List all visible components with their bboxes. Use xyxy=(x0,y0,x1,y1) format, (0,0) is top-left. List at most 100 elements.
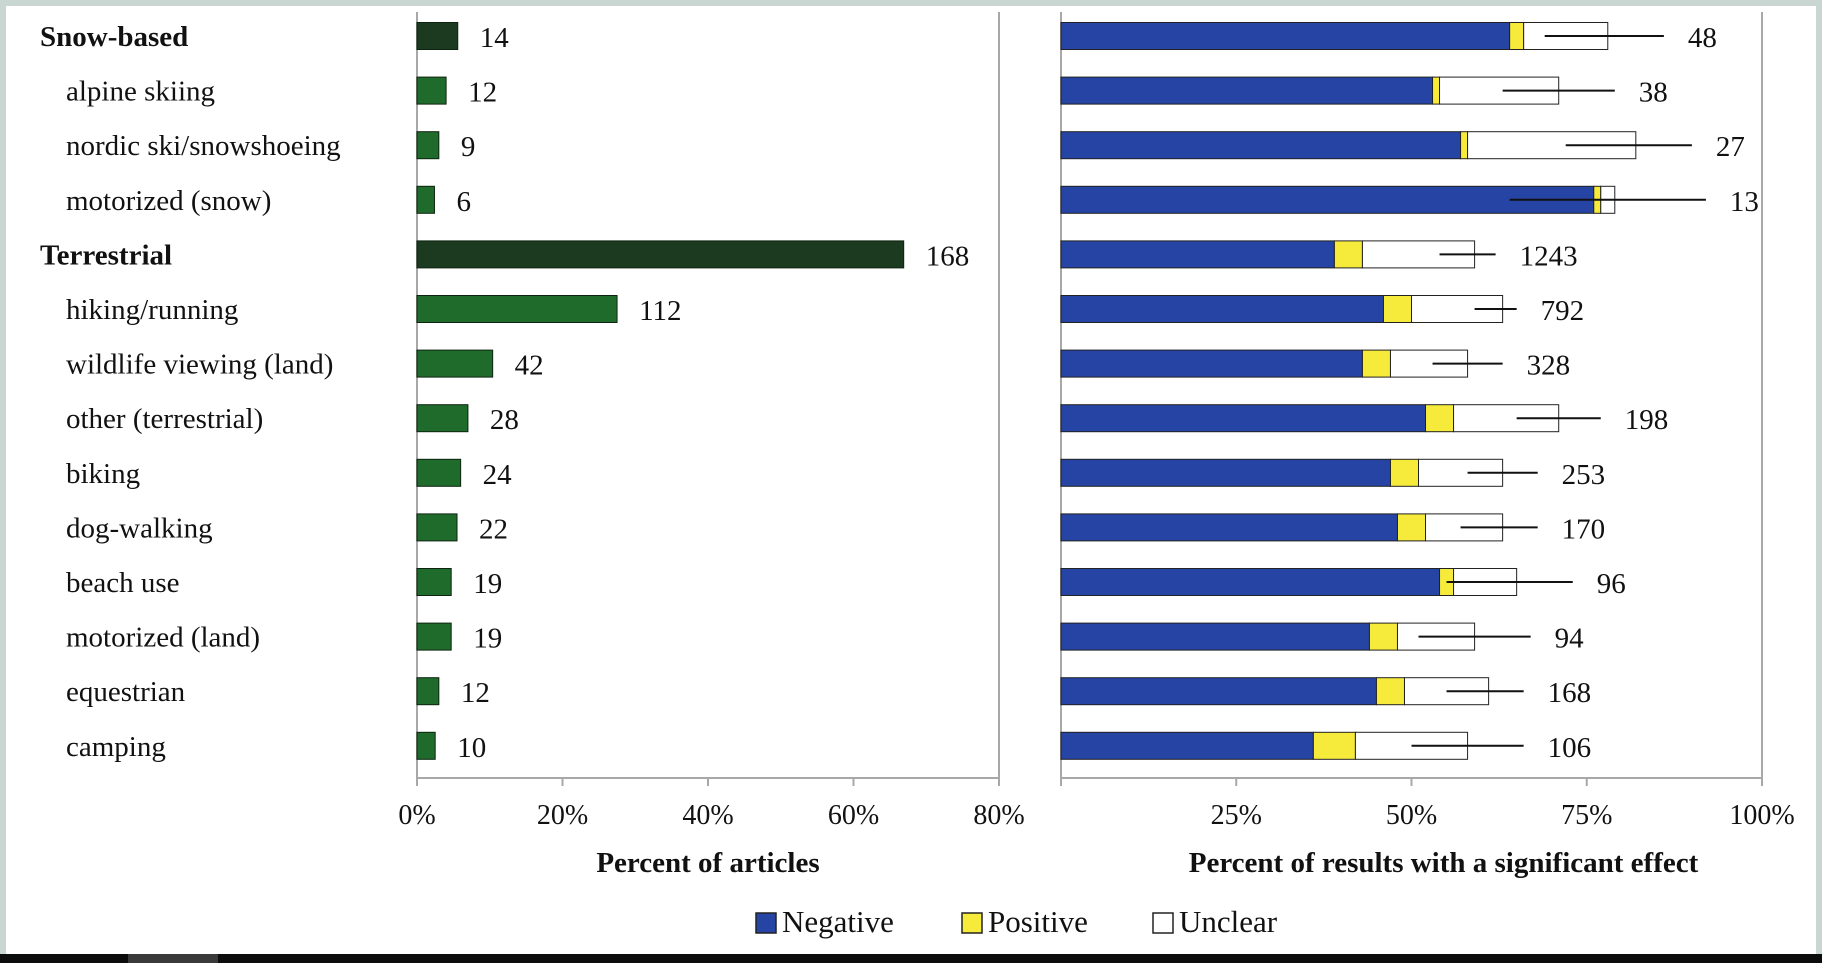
right-tick-label: 75% xyxy=(1561,800,1612,831)
result-bar-positive xyxy=(1333,240,1363,269)
result-bar-positive xyxy=(1396,513,1427,542)
article-bar xyxy=(416,185,435,214)
category-label: nordic ski/snowshoeing xyxy=(66,130,341,162)
article-bar xyxy=(416,295,618,323)
article-bar xyxy=(416,131,440,160)
result-bar-positive xyxy=(1361,349,1391,378)
article-bar xyxy=(416,458,462,487)
category-label: biking xyxy=(66,458,140,490)
result-bar-negative xyxy=(1060,404,1427,433)
result-count-label: 1243 xyxy=(1520,240,1578,272)
category-group-label: Snow-based xyxy=(40,21,188,53)
category-label: camping xyxy=(66,731,166,763)
left-x-axis-title: Percent of articles xyxy=(596,847,819,879)
category-label: motorized (land) xyxy=(66,622,260,654)
article-count-label: 22 xyxy=(479,513,508,545)
article-count-label: 42 xyxy=(515,350,544,382)
result-bar-negative xyxy=(1060,131,1462,160)
legend-label-positive: Positive xyxy=(988,904,1088,939)
result-bar-negative xyxy=(1060,240,1335,269)
article-bar xyxy=(416,513,458,542)
result-bar-negative xyxy=(1060,513,1398,542)
category-label: hiking/running xyxy=(66,294,238,326)
result-bar-positive xyxy=(1509,22,1525,50)
article-bar xyxy=(416,622,452,651)
result-bar-negative xyxy=(1060,185,1595,214)
left-tick-label: 60% xyxy=(828,800,879,831)
result-bar-negative xyxy=(1060,622,1370,651)
article-count-label: 19 xyxy=(473,568,502,600)
legend-swatch-positive xyxy=(961,912,983,934)
right-tick-label: 50% xyxy=(1386,800,1437,831)
result-bar-positive xyxy=(1460,131,1469,160)
result-bar-negative xyxy=(1060,76,1434,105)
category-label: equestrian xyxy=(66,676,186,708)
article-count-label: 9 xyxy=(461,131,476,163)
result-bar-negative xyxy=(1060,568,1441,596)
result-bar-positive xyxy=(1425,404,1455,433)
category-label: alpine skiing xyxy=(66,76,215,108)
result-bar-negative xyxy=(1060,295,1384,323)
article-bar xyxy=(416,240,905,269)
article-count-label: 6 xyxy=(456,186,471,218)
legend-swatch-unclear xyxy=(1152,912,1174,934)
result-bar-negative xyxy=(1060,677,1377,706)
result-bar-negative xyxy=(1060,731,1314,760)
result-count-label: 38 xyxy=(1639,77,1668,109)
result-count-label: 168 xyxy=(1548,677,1592,709)
result-count-label: 96 xyxy=(1597,568,1626,600)
right-x-axis-title: Percent of results with a significant ef… xyxy=(1189,847,1699,879)
left-tick-label: 80% xyxy=(973,800,1024,831)
article-bar xyxy=(416,22,459,50)
article-count-label: 10 xyxy=(457,732,486,764)
category-label: wildlife viewing (land) xyxy=(66,349,333,381)
right-tick-label: 25% xyxy=(1211,800,1262,831)
article-count-label: 14 xyxy=(480,22,510,54)
result-bar-negative xyxy=(1060,22,1511,50)
article-count-label: 24 xyxy=(483,459,513,491)
article-bar xyxy=(416,677,440,706)
result-bar-positive xyxy=(1312,731,1356,760)
article-count-label: 168 xyxy=(926,240,970,272)
result-bar-negative xyxy=(1060,349,1363,378)
result-count-label: 13 xyxy=(1730,186,1759,218)
article-bar xyxy=(416,404,469,433)
result-count-label: 27 xyxy=(1716,131,1745,163)
result-count-label: 198 xyxy=(1625,404,1669,436)
article-count-label: 28 xyxy=(490,404,519,436)
result-bar-positive xyxy=(1375,677,1405,706)
left-tick-label: 40% xyxy=(682,800,733,831)
bottom-bar xyxy=(0,954,1822,963)
category-group-label: Terrestrial xyxy=(40,239,172,271)
article-bar xyxy=(416,568,452,596)
article-bar xyxy=(416,76,447,105)
left-tick-label: 20% xyxy=(537,800,588,831)
article-count-label: 12 xyxy=(461,677,490,709)
result-bar-positive xyxy=(1368,622,1398,651)
legend-label-unclear: Unclear xyxy=(1179,904,1278,939)
right-tick-label: 100% xyxy=(1729,800,1794,831)
left-tick-label: 0% xyxy=(398,800,435,831)
chart: 0% 20% 40% 60% 80% 25% 50% 75% 100% Percent of ar… xyxy=(40,12,1795,939)
result-bar-positive xyxy=(1432,76,1441,105)
article-bar xyxy=(416,349,494,378)
result-count-label: 170 xyxy=(1562,513,1606,545)
result-count-label: 106 xyxy=(1548,732,1592,764)
figure: 0% 20% 40% 60% 80% 25% 50% 75% 100% Percent of ar… xyxy=(6,6,1816,954)
result-count-label: 48 xyxy=(1688,22,1717,54)
legend-swatch-negative xyxy=(755,912,777,934)
result-count-label: 328 xyxy=(1527,350,1571,382)
article-count-label: 12 xyxy=(468,77,497,109)
category-label: beach use xyxy=(66,567,180,599)
category-label: motorized (snow) xyxy=(66,185,271,217)
legend-label-negative: Negative xyxy=(782,904,894,939)
category-label: other (terrestrial) xyxy=(66,403,263,435)
result-bar-positive xyxy=(1382,295,1412,323)
article-count-label: 19 xyxy=(473,623,502,655)
category-label: dog-walking xyxy=(66,512,213,544)
article-bar xyxy=(416,731,436,760)
result-count-label: 253 xyxy=(1562,459,1606,491)
result-count-label: 94 xyxy=(1555,623,1585,655)
article-count-label: 112 xyxy=(639,295,681,327)
bottom-bar-segment xyxy=(128,954,218,963)
